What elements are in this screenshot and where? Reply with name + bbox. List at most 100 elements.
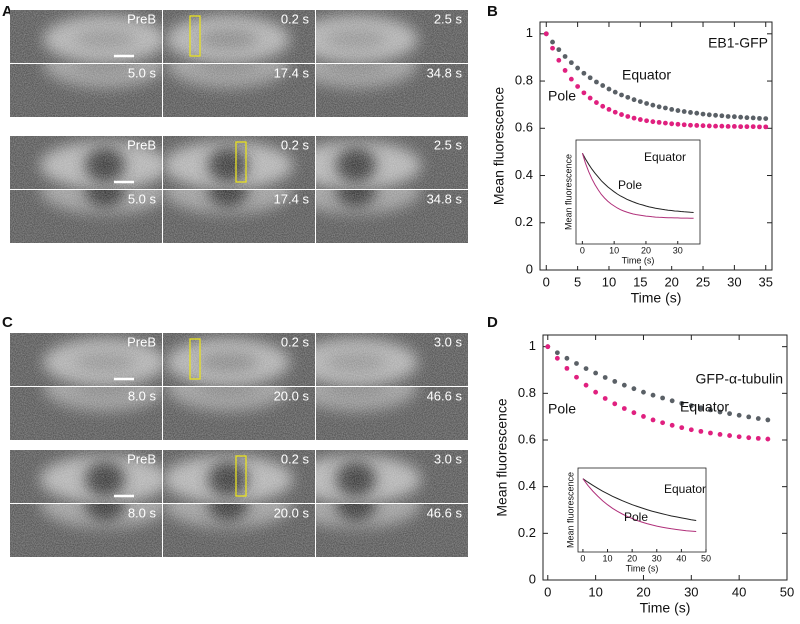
time-label: 2.5 s <box>434 11 463 26</box>
time-label: 0.2 s <box>281 334 310 349</box>
data-point <box>755 416 761 421</box>
data-point <box>612 89 618 95</box>
data-point <box>587 95 593 101</box>
grain <box>163 136 315 189</box>
data-point <box>700 111 706 117</box>
micrograph <box>163 387 315 440</box>
data-point <box>738 124 744 130</box>
micrograph <box>316 450 468 503</box>
y-tick-label: 0.8 <box>515 72 533 87</box>
data-point <box>669 106 675 112</box>
time-label: 20.0 s <box>274 388 310 403</box>
inset-frame <box>577 467 707 553</box>
data-point <box>650 392 656 398</box>
data-point <box>631 410 637 416</box>
data-point <box>568 60 574 66</box>
micrograph <box>10 136 162 189</box>
time-label: 46.6 s <box>427 505 463 520</box>
data-point <box>738 114 744 120</box>
micrograph <box>163 333 315 386</box>
grain <box>10 136 162 189</box>
micrograph <box>10 504 162 557</box>
x-tick-label: 10 <box>588 584 602 599</box>
annotation: Pole <box>548 88 576 104</box>
micrograph <box>10 64 162 117</box>
micrograph <box>163 504 315 557</box>
grain <box>316 136 468 189</box>
y-tick-label: 0.6 <box>515 120 533 135</box>
data-point <box>593 370 599 376</box>
data-point <box>727 433 732 438</box>
y-tick-label: 0.8 <box>518 385 536 400</box>
data-point <box>550 45 555 51</box>
inset-annotation: Equator <box>664 482 706 496</box>
inset-x-tick-label: 40 <box>676 553 686 563</box>
micrograph <box>316 333 468 386</box>
inset-x-tick-label: 10 <box>603 553 613 563</box>
data-point <box>637 99 643 104</box>
grain <box>163 333 315 386</box>
data-point <box>575 84 581 89</box>
data-point <box>550 39 555 45</box>
x-tick-label: 0 <box>543 274 550 289</box>
data-point <box>600 103 606 109</box>
inset-annotation: Pole <box>624 510 648 524</box>
inset-annotation: Pole <box>618 178 642 192</box>
annotation: Equator <box>680 399 729 415</box>
data-point <box>717 432 723 437</box>
grain <box>10 387 162 440</box>
inset-bg <box>564 462 714 574</box>
annotation: Equator <box>622 67 671 83</box>
micrograph <box>10 10 162 63</box>
data-point <box>663 120 668 126</box>
data-point <box>700 123 706 129</box>
grain <box>10 504 162 557</box>
inset-x-tick-label: 50 <box>701 553 711 563</box>
data-point <box>583 382 589 388</box>
bleach-roi <box>235 141 247 183</box>
inset-y-axis-label: Mean fluorescence <box>565 472 575 548</box>
data-point <box>688 403 694 409</box>
data-point <box>562 68 568 73</box>
x-tick-label: 20 <box>636 584 650 599</box>
grain <box>163 504 315 557</box>
inset-x-tick-label: 0 <box>580 553 585 563</box>
data-point <box>669 398 675 404</box>
data-point <box>675 108 681 113</box>
data-point <box>744 115 750 121</box>
grain <box>10 450 162 503</box>
data-point <box>621 406 627 411</box>
micrograph-block: PreB 0.2 s 3.0 s 8.0 s 20.0 s 46.6 s <box>10 450 468 557</box>
micrograph <box>316 10 468 63</box>
inset-x-axis-label: Time (s) <box>622 255 655 265</box>
data-point <box>587 75 593 81</box>
data-point <box>750 115 756 121</box>
data-point <box>650 417 656 423</box>
time-label: PreB <box>127 137 156 152</box>
data-point <box>581 70 587 76</box>
data-point <box>625 114 631 119</box>
micrograph <box>10 450 162 503</box>
data-point <box>717 409 723 415</box>
data-point <box>681 109 687 114</box>
annotation: Pole <box>548 401 576 417</box>
inset-x-tick-label: 20 <box>627 553 637 563</box>
x-tick-label: 40 <box>732 584 746 599</box>
time-label: PreB <box>127 451 156 466</box>
time-label: 3.0 s <box>434 334 463 349</box>
data-point <box>619 92 624 98</box>
micrograph <box>316 64 468 117</box>
y-tick-label: 0.2 <box>515 214 533 229</box>
grain <box>163 387 315 440</box>
data-point <box>757 124 762 130</box>
data-point <box>554 355 560 361</box>
data-point <box>719 113 725 119</box>
grain <box>316 64 468 117</box>
x-axis-label: Time (s) <box>631 290 682 306</box>
x-tick-label: 10 <box>602 274 616 289</box>
inset-x-tick-label: 10 <box>609 245 619 255</box>
data-point <box>763 124 769 130</box>
data-point <box>583 366 589 371</box>
data-point <box>545 344 551 350</box>
